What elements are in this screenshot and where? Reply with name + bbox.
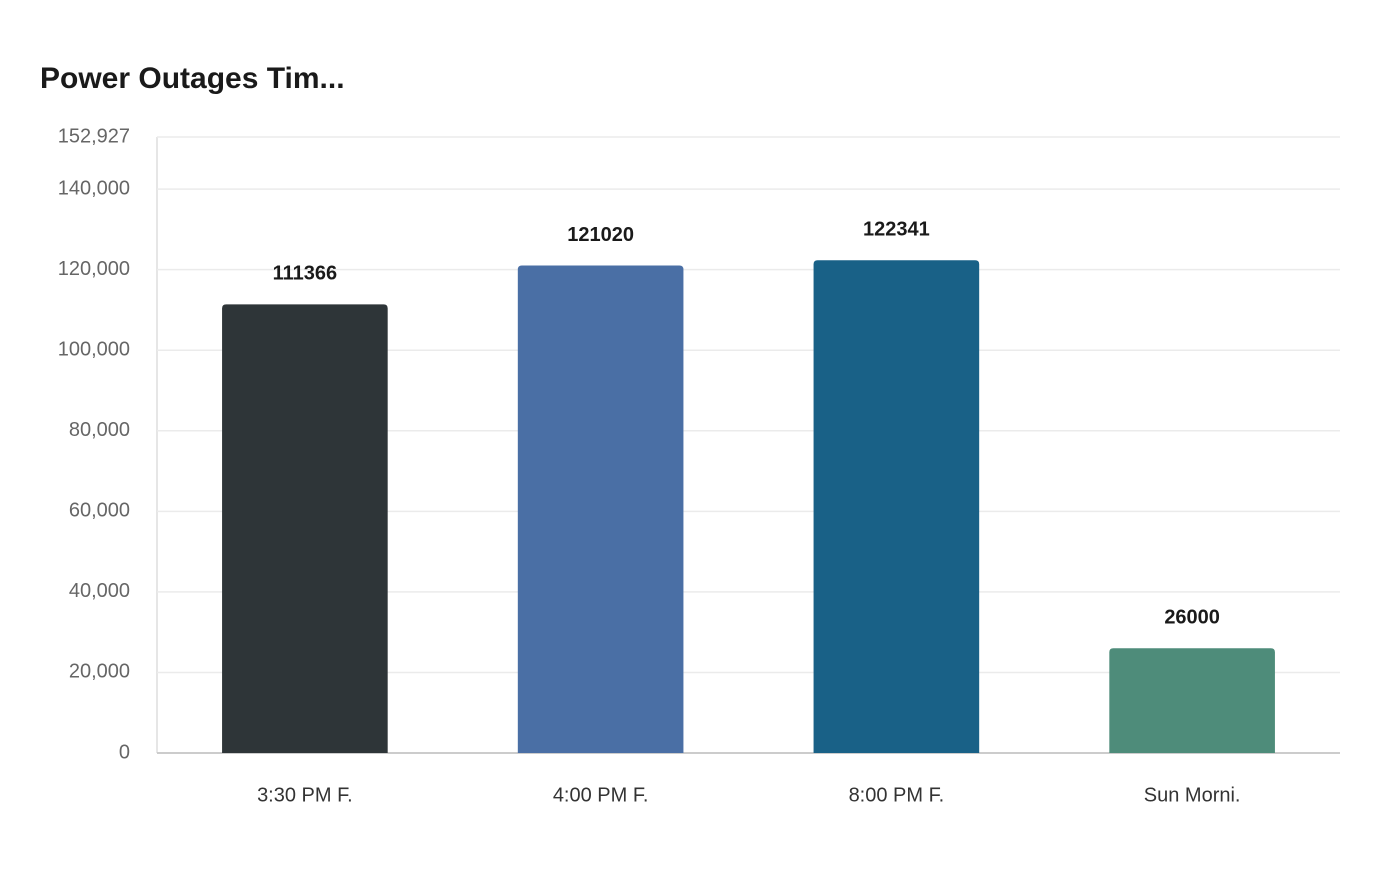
y-tick-label: 152,927	[58, 125, 130, 147]
x-tick-label: 8:00 PM F.	[849, 784, 945, 806]
y-tick-label: 0	[119, 741, 130, 763]
x-tick-label: 4:00 PM F.	[553, 784, 649, 806]
bar	[1109, 648, 1275, 753]
bar	[517, 265, 684, 753]
bar	[222, 304, 388, 753]
chart-title: Power Outages Tim...	[40, 62, 345, 95]
bar	[813, 260, 980, 753]
y-tick-label: 60,000	[69, 500, 130, 522]
y-tick-label: 100,000	[58, 338, 130, 360]
x-tick-label: Sun Morni.	[1144, 784, 1241, 806]
value-label: 121020	[567, 224, 634, 246]
y-tick-label: 80,000	[69, 419, 130, 441]
value-label: 111366	[273, 263, 338, 285]
y-tick-label: 20,000	[69, 661, 130, 683]
y-tick-label: 140,000	[58, 177, 130, 199]
value-label: 122341	[863, 218, 930, 240]
y-tick-label: 120,000	[58, 258, 130, 280]
y-tick-label: 40,000	[69, 580, 130, 602]
x-tick-label: 3:30 PM F.	[257, 784, 353, 806]
value-label: 26000	[1164, 607, 1220, 629]
